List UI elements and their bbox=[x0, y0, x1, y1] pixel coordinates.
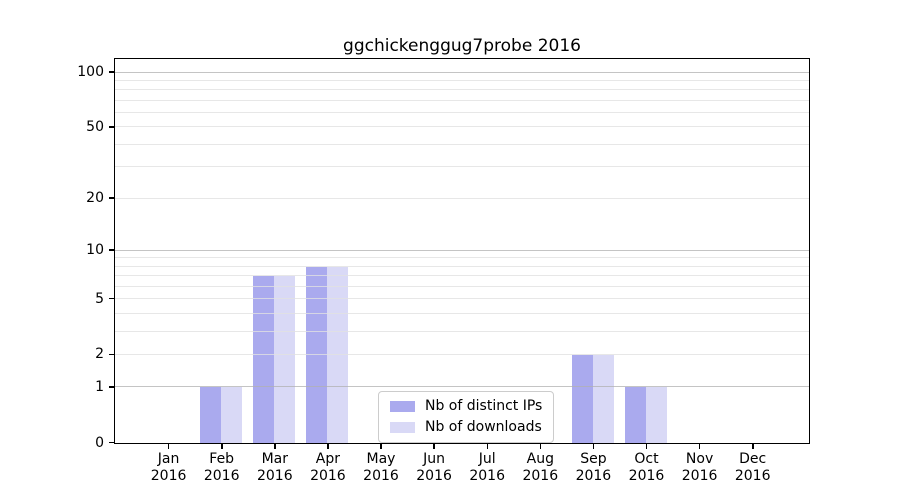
x-tick-mark bbox=[327, 444, 329, 449]
minor-gridline bbox=[115, 285, 809, 287]
x-tick-year: 2016 bbox=[734, 468, 771, 484]
x-tick-label: Dec 2016 bbox=[721, 451, 785, 485]
x-tick-year: 2016 bbox=[363, 468, 399, 484]
x-tick-year: 2016 bbox=[416, 468, 452, 484]
y-tick-mark bbox=[109, 353, 114, 356]
y-tick-label: 20 bbox=[86, 190, 104, 207]
y-tick-label: 1 bbox=[95, 378, 104, 395]
minor-gridline bbox=[115, 330, 809, 332]
minor-gridline bbox=[115, 197, 809, 199]
bar-downloads bbox=[646, 387, 668, 443]
x-tick-mark bbox=[752, 444, 754, 449]
y-tick-label: 2 bbox=[95, 346, 104, 363]
minor-gridline bbox=[115, 143, 809, 145]
x-tick-year: 2016 bbox=[522, 468, 559, 484]
y-tick-mark bbox=[109, 249, 114, 251]
legend-item-downloads: Nb of downloads bbox=[390, 419, 542, 436]
x-tick-mark bbox=[274, 444, 276, 449]
x-tick-label: Mar 2016 bbox=[243, 451, 307, 485]
x-tick-year: 2016 bbox=[469, 468, 505, 484]
x-tick-label: May 2016 bbox=[349, 451, 413, 485]
bar-distinct-ips bbox=[625, 387, 647, 443]
x-tick-label: Jun 2016 bbox=[402, 451, 466, 485]
minor-gridline bbox=[115, 112, 809, 113]
bar-distinct-ips bbox=[253, 276, 275, 443]
bar-downloads bbox=[592, 354, 614, 443]
plot-area bbox=[114, 58, 810, 444]
x-tick-mark bbox=[592, 444, 595, 449]
legend-label-distinct-ips: Nb of distinct IPs bbox=[425, 398, 543, 414]
bar-downloads bbox=[221, 387, 243, 443]
bar-distinct-ips bbox=[571, 354, 593, 443]
minor-gridline bbox=[115, 99, 809, 101]
bar-downloads bbox=[274, 276, 296, 443]
major-gridline bbox=[115, 386, 809, 388]
chart-title: ggchickenggug7probe 2016 bbox=[343, 36, 581, 56]
major-gridline bbox=[115, 71, 809, 73]
x-tick-label: Sep 2016 bbox=[561, 451, 625, 485]
minor-gridline bbox=[115, 353, 809, 355]
x-tick-year: 2016 bbox=[575, 468, 612, 484]
legend-item-distinct-ips: Nb of distinct IPs bbox=[390, 398, 542, 415]
major-gridline bbox=[115, 249, 809, 251]
x-tick-year: 2016 bbox=[150, 468, 187, 484]
x-tick-year: 2016 bbox=[628, 468, 665, 484]
x-tick-mark bbox=[698, 444, 701, 449]
minor-gridline bbox=[115, 298, 809, 300]
x-tick-label: Aug 2016 bbox=[508, 451, 572, 485]
minor-gridline bbox=[115, 265, 809, 267]
minor-gridline bbox=[115, 166, 809, 168]
x-tick-label: Nov 2016 bbox=[668, 451, 732, 485]
y-tick-mark bbox=[109, 126, 114, 128]
x-tick-mark bbox=[645, 444, 648, 449]
bar-downloads bbox=[327, 266, 349, 443]
y-tick-mark bbox=[109, 297, 114, 300]
bar-distinct-ips bbox=[306, 266, 328, 443]
legend-swatch-distinct-ips bbox=[390, 401, 415, 412]
legend: Nb of distinct IPs Nb of downloads bbox=[378, 391, 555, 443]
x-tick-year: 2016 bbox=[203, 468, 240, 484]
y-tick-mark bbox=[109, 71, 114, 73]
y-tick-label: 10 bbox=[86, 242, 104, 258]
x-tick-label: Jul 2016 bbox=[455, 451, 519, 485]
y-tick-mark bbox=[109, 386, 114, 388]
x-tick-mark bbox=[433, 444, 435, 449]
y-tick-label: 100 bbox=[77, 64, 104, 80]
legend-label-downloads: Nb of downloads bbox=[425, 419, 542, 435]
x-tick-mark bbox=[380, 444, 382, 449]
bar-distinct-ips bbox=[200, 387, 222, 443]
y-tick-mark bbox=[109, 441, 114, 444]
minor-gridline bbox=[115, 312, 809, 314]
minor-gridline bbox=[115, 79, 809, 81]
y-tick-mark bbox=[109, 197, 114, 199]
x-tick-label: Apr 2016 bbox=[296, 451, 360, 485]
x-tick-label: Feb 2016 bbox=[190, 451, 254, 485]
minor-gridline bbox=[115, 89, 809, 91]
x-tick-mark bbox=[167, 444, 170, 449]
y-tick-label: 5 bbox=[95, 290, 104, 307]
x-tick-mark bbox=[539, 444, 542, 449]
x-tick-mark bbox=[221, 444, 223, 449]
minor-gridline bbox=[115, 257, 809, 259]
x-tick-year: 2016 bbox=[310, 468, 346, 484]
y-tick-label: 50 bbox=[86, 118, 104, 135]
x-tick-label: Jan 2016 bbox=[137, 451, 201, 485]
minor-gridline bbox=[115, 126, 809, 128]
x-tick-label: Oct 2016 bbox=[615, 451, 679, 485]
y-tick-label: 0 bbox=[95, 434, 104, 451]
legend-swatch-downloads bbox=[390, 422, 415, 433]
x-tick-year: 2016 bbox=[681, 468, 718, 484]
minor-gridline bbox=[115, 275, 809, 277]
x-tick-year: 2016 bbox=[256, 468, 293, 484]
x-tick-mark bbox=[486, 444, 488, 449]
